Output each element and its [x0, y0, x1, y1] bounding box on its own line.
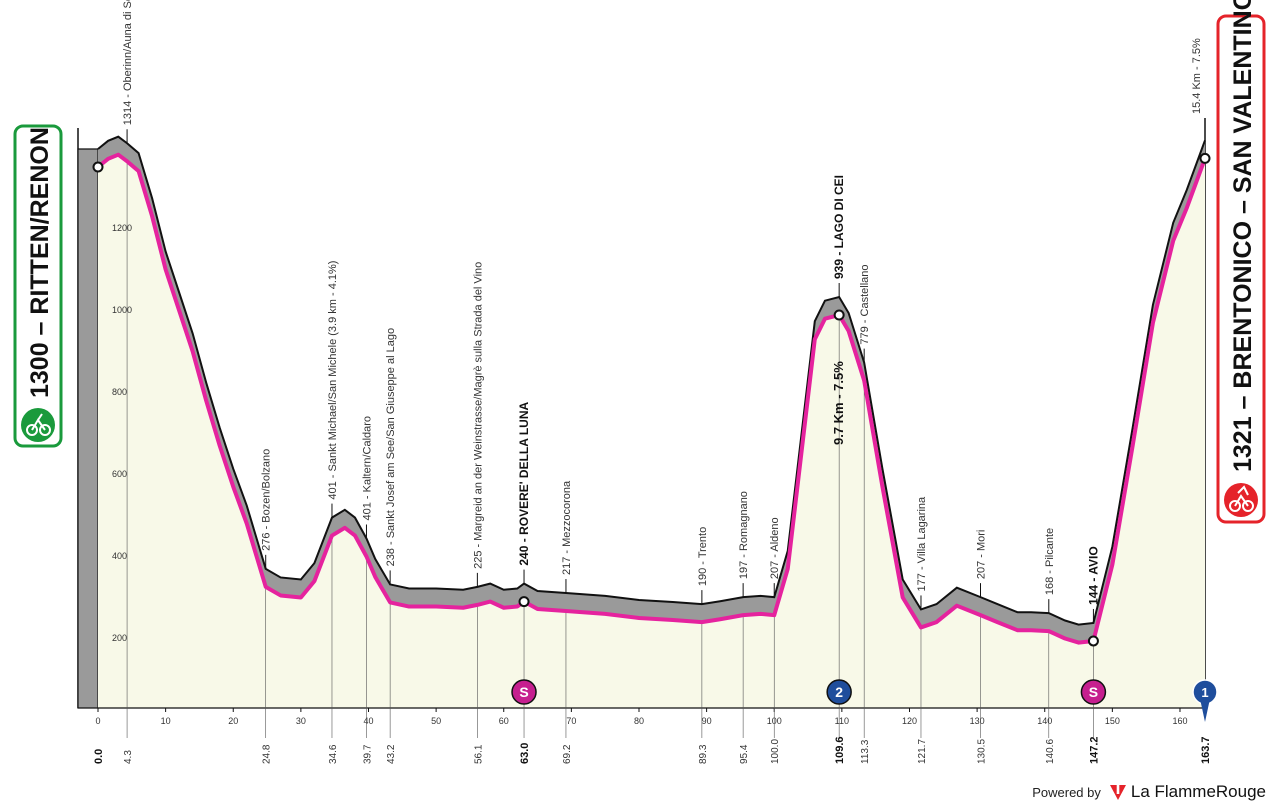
- km-label-6: 56.1: [473, 744, 484, 764]
- cyclist-icon: [26, 413, 52, 436]
- y-tick-label-1000: 1000: [112, 305, 132, 315]
- x-tick-label-60: 60: [499, 716, 509, 726]
- waypoint-label-7: 217 - Mezzocorona: [561, 480, 573, 575]
- start-dot: [92, 161, 104, 173]
- x-tick-label-130: 130: [970, 716, 985, 726]
- km-label-14: 121.7: [917, 739, 928, 764]
- waypoint-label-0: 1314 - Oberinn/Auna di Sopra: [122, 0, 134, 125]
- finish-marker-pin: [1199, 694, 1211, 722]
- x-tick-label-120: 120: [902, 716, 917, 726]
- waypoint-label-14: 207 - Mori: [975, 530, 987, 580]
- x-tick-label-160: 160: [1172, 716, 1187, 726]
- x-tick-label-20: 20: [228, 716, 238, 726]
- y-tick-label-600: 600: [112, 469, 127, 479]
- km-label-2: 24.8: [262, 744, 273, 764]
- y-tick-label-200: 200: [112, 633, 127, 643]
- waypoint-label-9: 197 - Romagnano: [738, 491, 750, 579]
- finish-badge-frame: [1216, 14, 1266, 524]
- waypoint-label-2: 401 - Sankt Michael/San Michele (3.9 km …: [327, 261, 339, 500]
- brand-name: La FlammeRouge: [1130, 782, 1266, 801]
- sprint-marker-label-2: S: [1089, 684, 1098, 700]
- finish-badge-circle: [1224, 483, 1258, 517]
- waypoint-dot-0: [518, 596, 530, 608]
- waypoint-label-13: 177 - Villa Lagarina: [916, 496, 928, 591]
- x-tick-label-90: 90: [702, 716, 712, 726]
- finish-marker-label: 1: [1201, 685, 1208, 700]
- km-label-5: 43.2: [386, 744, 397, 764]
- km-label-7: 63.0: [519, 743, 531, 764]
- waypoint-label-15: 168 - Pilcante: [1044, 528, 1056, 595]
- route-line: [96, 152, 1207, 645]
- waypoint-label-8: 190 - Trento: [697, 527, 709, 586]
- start-name: 1300 – RITTEN/RENON: [26, 127, 54, 398]
- x-tick-label-80: 80: [634, 716, 644, 726]
- km-label-3: 34.6: [328, 744, 339, 764]
- x-tick-label-30: 30: [296, 716, 306, 726]
- profile-top-edge: [97, 135, 1206, 626]
- km-label-12: 109.6: [834, 736, 846, 764]
- km-label-8: 69.2: [562, 744, 573, 764]
- x-tick-label-110: 110: [835, 716, 849, 726]
- waypoint-label-11: 939 - LAGO DI CEI: [832, 175, 846, 279]
- footer: Powered by La FlammeRouge: [1032, 780, 1266, 804]
- x-tick-label-50: 50: [431, 716, 441, 726]
- km-label-0: 0.0: [93, 749, 105, 764]
- kom-marker-1: [826, 679, 852, 705]
- flamme-rouge-logo-icon: [1109, 785, 1126, 800]
- km-label-10: 95.4: [739, 744, 750, 764]
- waypoint-label-6: 240 - ROVERE' DELLA LUNA: [517, 402, 531, 566]
- waypoint-dot-1: [833, 309, 845, 321]
- x-tick-label-0: 0: [95, 716, 100, 726]
- x-tick-label-140: 140: [1037, 716, 1052, 726]
- km-label-15: 130.5: [976, 739, 987, 764]
- finish-climb-label: 15.4 Km - 7.5%: [1191, 38, 1203, 114]
- waypoint-dot-2: [1087, 635, 1099, 647]
- waypoint-label-3: 401 - Kaltern/Caldaro: [361, 416, 373, 521]
- start-side-face: [77, 148, 99, 709]
- km-label-4: 39.7: [362, 744, 373, 764]
- sprint-marker-0: [511, 679, 537, 705]
- waypoint-label-10: 207 - Aldeno: [769, 517, 781, 579]
- waypoint-label-1: 276 - Bozen/Bolzano: [261, 449, 273, 551]
- sprint-marker-2: [1080, 679, 1107, 705]
- powered-by-text: Powered by: [1032, 784, 1101, 800]
- x-tick-label-40: 40: [363, 716, 373, 726]
- km-label-9: 89.3: [698, 744, 709, 764]
- x-tick-label-10: 10: [161, 716, 171, 726]
- finish-name: 1321 – BRENTONICO – SAN VALENTINO: [1229, 0, 1257, 472]
- waypoint-label-12: 779 - Castellano: [859, 265, 871, 345]
- sprint-marker-label-0: S: [519, 684, 528, 700]
- km-label-11: 100.0: [770, 739, 781, 764]
- brand[interactable]: La FlammeRouge: [1109, 782, 1266, 802]
- climb-label: 9.7 Km - 7.5%: [831, 361, 846, 445]
- km-label-1: 4.3: [123, 750, 134, 764]
- waypoint-label-5: 225 - Margreid an der Weinstrasse/Magrè …: [472, 262, 484, 569]
- finish-badge: 1321 – BRENTONICO – SAN VALENTINO: [1216, 0, 1266, 524]
- kom-marker-label-1: 2: [835, 684, 843, 700]
- y-tick-label-800: 800: [112, 387, 127, 397]
- start-badge-frame: [13, 124, 63, 448]
- km-label-17: 147.2: [1088, 736, 1100, 764]
- start-badge-circle: [21, 408, 55, 442]
- x-tick-label-70: 70: [566, 716, 576, 726]
- y-tick-label-1200: 1200: [112, 223, 132, 233]
- finish-dot: [1199, 152, 1211, 164]
- waypoint-label-4: 238 - Sankt Josef am See/San Giuseppe al…: [385, 328, 397, 567]
- x-tick-label-150: 150: [1105, 716, 1120, 726]
- profile-area: [98, 154, 1205, 708]
- km-label-16: 140.6: [1045, 739, 1056, 764]
- waypoint-label-16: 144 - AVIO: [1086, 546, 1100, 605]
- mountain-cyclist-icon: [1229, 485, 1255, 512]
- y-tick-label-400: 400: [112, 551, 127, 561]
- km-label-18: 163.7: [1200, 736, 1212, 764]
- start-badge: 1300 – RITTEN/RENON: [13, 124, 63, 448]
- km-label-13: 113.3: [860, 739, 871, 764]
